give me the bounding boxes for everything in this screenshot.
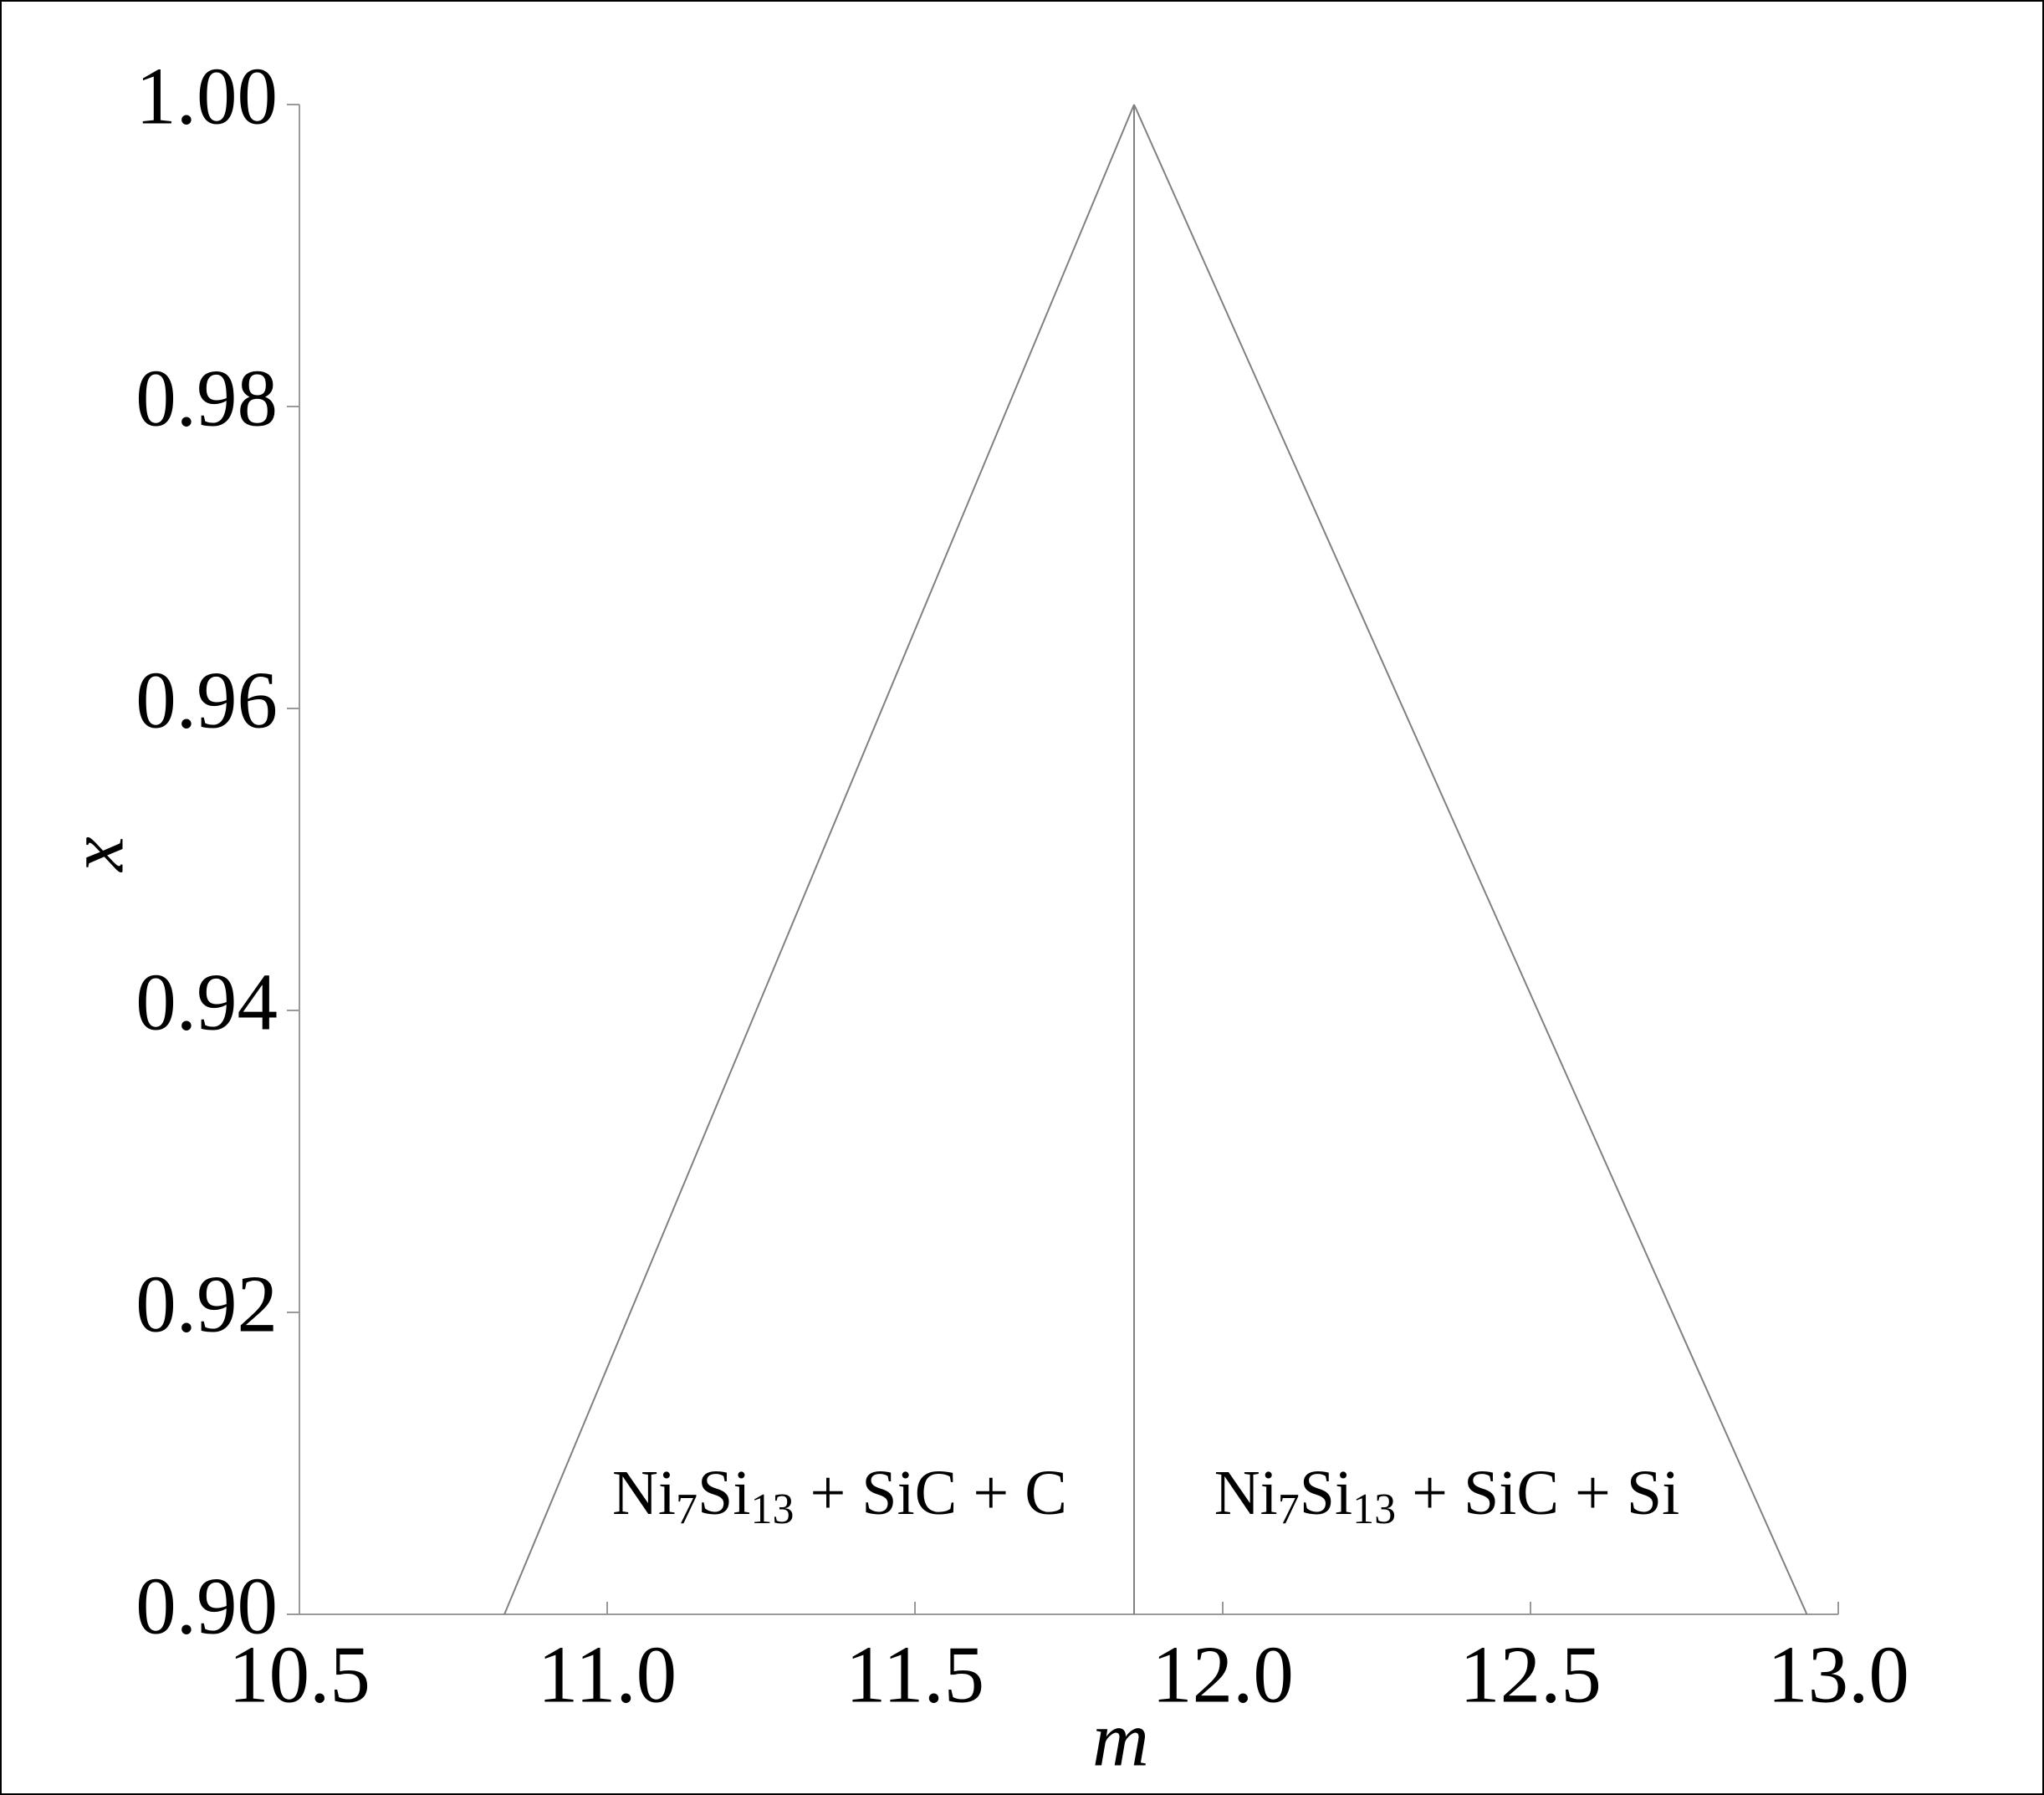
subscript: 13 [1352,1486,1396,1533]
label-part: Ni [1214,1458,1278,1528]
label-part: Si [698,1458,750,1528]
phase-label: Ni7Si13 + SiC + Si [1214,1458,1680,1533]
x-tick-label: 11.0 [538,1629,677,1719]
phase-boundary [1133,104,1808,1615]
y-tick-label: 0.90 [135,1561,278,1650]
label-part: + SiC + C [794,1458,1067,1528]
subscript: 13 [750,1486,794,1533]
x-tick-label: 11.5 [846,1629,984,1719]
y-tick-label: 1.00 [135,51,278,141]
y-tick-label: 0.96 [135,655,278,744]
label-part: Si [1300,1458,1352,1528]
x-tick-label: 13.0 [1767,1629,1909,1719]
y-tick-label: 0.98 [135,353,278,442]
label-part: + SiC + Si [1396,1458,1679,1528]
x-tick-label: 10.5 [228,1629,370,1719]
phase-boundary [503,104,1135,1615]
x-tick-label: 12.0 [1152,1629,1294,1719]
subscript: 7 [1278,1486,1300,1533]
x-tick-label: 12.5 [1459,1629,1602,1719]
y-axis-label: x [54,836,141,873]
x-axis-label: m [1092,1696,1149,1783]
label-part: Ni [612,1458,676,1528]
phase-label: Ni7Si13 + SiC + C [612,1458,1067,1533]
subscript: 7 [676,1486,698,1533]
y-tick-label: 0.92 [135,1259,278,1348]
y-tick-label: 0.94 [135,957,278,1046]
